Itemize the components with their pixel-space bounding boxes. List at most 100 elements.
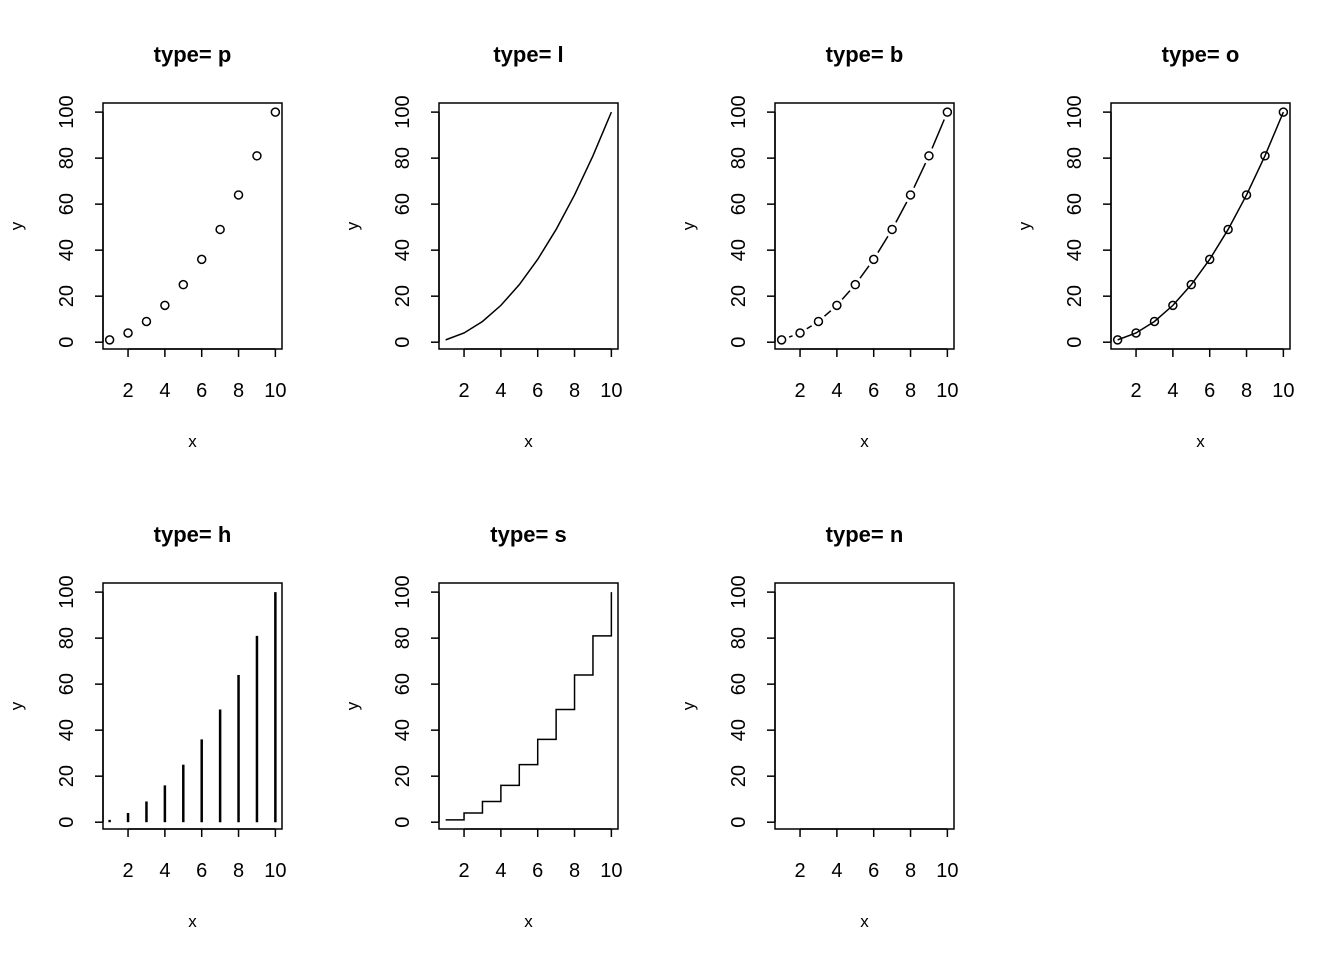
x-tick-label: 2 xyxy=(458,380,469,402)
y-tick-label: 20 xyxy=(728,285,750,307)
chart-panel-s: type= s 2 4 6 8 10 x 0 20 40 60 80 100 y xyxy=(343,522,622,931)
series-segment xyxy=(859,265,870,279)
series-segment xyxy=(877,235,889,253)
y-tick-label: 80 xyxy=(1064,147,1086,169)
x-tick-label: 10 xyxy=(1272,380,1294,402)
y-axis-label: y xyxy=(1015,221,1034,230)
panel-title: type= o xyxy=(1162,42,1240,67)
data-point xyxy=(776,335,787,345)
plot-frame xyxy=(774,582,955,830)
y-tick-label: 40 xyxy=(728,719,750,741)
series-line xyxy=(445,111,613,341)
data-point xyxy=(1223,224,1233,235)
y-axis-label: y xyxy=(679,701,698,710)
x-tick-label: 4 xyxy=(831,380,842,402)
x-tick-label: 4 xyxy=(495,380,506,402)
x-axis-label: x xyxy=(188,432,197,451)
panel-title: type= p xyxy=(154,42,232,67)
data-point xyxy=(252,151,262,161)
data-point xyxy=(1204,254,1215,265)
data-point xyxy=(905,190,916,200)
plot-frame xyxy=(102,102,283,350)
y-axis-label: y xyxy=(7,701,26,710)
x-tick-label: 2 xyxy=(794,860,805,882)
series-segment xyxy=(895,201,908,223)
y-tick-label: 40 xyxy=(1064,239,1086,261)
series-segment xyxy=(931,119,945,149)
y-axis-label: y xyxy=(343,701,362,710)
x-tick-label: 6 xyxy=(196,380,207,402)
x-tick-label: 4 xyxy=(495,860,506,882)
x-tick-label: 2 xyxy=(794,380,805,402)
chart-panel-p: type= p 2 4 6 8 10 x 0 20 40 60 80 100 y xyxy=(7,42,286,451)
chart-panel-o: type= o 2 4 6 8 10 x 0 20 40 60 80 100 y xyxy=(1015,42,1294,451)
y-tick-label: 100 xyxy=(56,95,78,128)
data-point xyxy=(123,328,133,338)
data-point xyxy=(868,254,879,265)
y-tick-label: 40 xyxy=(56,239,78,261)
y-tick-label: 20 xyxy=(56,765,78,787)
y-tick-label: 100 xyxy=(56,575,78,608)
data-point xyxy=(1112,335,1123,345)
data-point xyxy=(1260,151,1270,161)
y-axis-label: y xyxy=(7,221,26,230)
panel-title: type= n xyxy=(826,522,904,547)
data-point xyxy=(832,300,842,311)
data-point xyxy=(942,107,953,117)
x-tick-label: 8 xyxy=(233,380,244,402)
x-tick-label: 10 xyxy=(936,380,958,402)
plot-frame xyxy=(438,102,619,350)
data-point xyxy=(1131,328,1141,338)
y-tick-label: 0 xyxy=(1064,337,1086,348)
data-point xyxy=(141,316,152,327)
y-tick-label: 100 xyxy=(1064,95,1086,128)
y-axis-label: y xyxy=(679,221,698,230)
y-tick-label: 80 xyxy=(728,627,750,649)
y-tick-label: 20 xyxy=(392,285,414,307)
y-tick-label: 100 xyxy=(728,95,750,128)
x-tick-label: 6 xyxy=(532,380,543,402)
series-step-line xyxy=(445,592,613,821)
y-axis-label: y xyxy=(343,221,362,230)
chart-panel-h: type= h 2 4 6 8 10 x 0 20 40 60 80 100 y xyxy=(7,522,286,931)
y-tick-label: 60 xyxy=(56,193,78,215)
series-segment xyxy=(823,310,832,317)
y-tick-label: 60 xyxy=(392,673,414,695)
data-point xyxy=(1186,279,1197,290)
x-axis-label: x xyxy=(1196,432,1205,451)
x-tick-label: 8 xyxy=(905,860,916,882)
x-tick-label: 10 xyxy=(936,860,958,882)
panel-title: type= h xyxy=(154,522,232,547)
x-tick-label: 6 xyxy=(532,860,543,882)
x-tick-label: 8 xyxy=(569,380,580,402)
y-tick-label: 80 xyxy=(56,627,78,649)
data-point xyxy=(270,107,281,117)
x-axis-label: x xyxy=(860,912,869,931)
y-tick-label: 0 xyxy=(392,337,414,348)
y-tick-label: 100 xyxy=(392,575,414,608)
x-tick-label: 6 xyxy=(868,380,879,402)
chart-panel-l: type= l 2 4 6 8 10 x 0 20 40 60 80 100 y xyxy=(343,42,622,451)
panel-title: type= l xyxy=(493,42,563,67)
y-tick-label: 40 xyxy=(392,239,414,261)
y-tick-label: 80 xyxy=(392,147,414,169)
data-point xyxy=(160,300,170,311)
x-tick-label: 10 xyxy=(264,380,286,402)
series-line xyxy=(1117,111,1285,341)
y-tick-label: 20 xyxy=(728,765,750,787)
data-point xyxy=(178,279,189,290)
data-point xyxy=(1149,316,1160,327)
y-tick-label: 80 xyxy=(56,147,78,169)
data-point xyxy=(813,316,824,327)
x-tick-label: 8 xyxy=(569,860,580,882)
x-tick-label: 4 xyxy=(159,380,170,402)
x-tick-label: 2 xyxy=(458,860,469,882)
x-tick-label: 10 xyxy=(600,860,622,882)
x-axis-label: x xyxy=(188,912,197,931)
x-tick-label: 6 xyxy=(196,860,207,882)
x-axis-label: x xyxy=(860,432,869,451)
series-segment xyxy=(788,335,793,338)
x-tick-label: 2 xyxy=(122,860,133,882)
x-tick-label: 2 xyxy=(1130,380,1141,402)
